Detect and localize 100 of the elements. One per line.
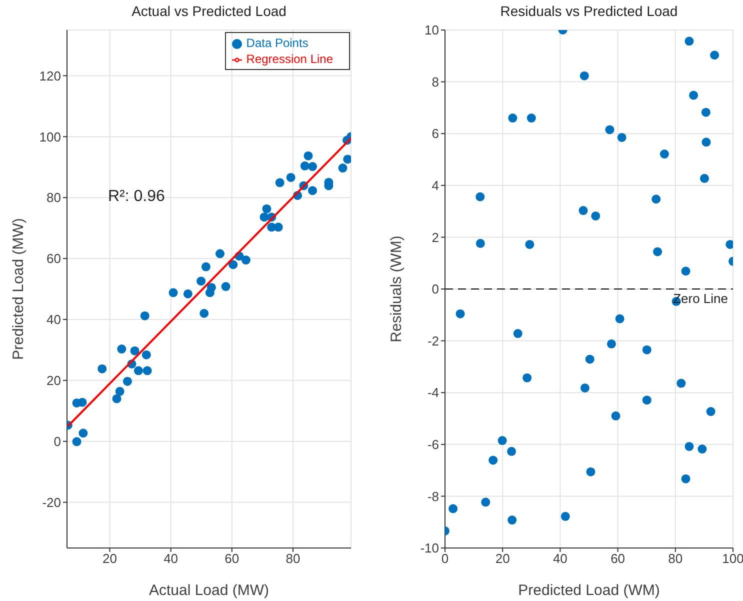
point (642, 345, 652, 354)
chart-title: Actual vs Predicted Load (130, 3, 288, 19)
y-tick-label: -6 (427, 437, 439, 452)
y-tick-label: 8 (432, 74, 439, 90)
point (507, 446, 516, 456)
y-tick-label: -8 (427, 488, 439, 504)
legend-label: Regression Line (246, 52, 333, 66)
point (700, 174, 709, 183)
point (681, 474, 690, 484)
point (448, 504, 458, 514)
point (525, 240, 534, 249)
x-tick-label: 0 (441, 551, 449, 566)
point (617, 132, 626, 142)
point (481, 498, 490, 507)
y-tick-label: 6 (432, 126, 439, 142)
point (580, 71, 589, 80)
point (615, 314, 624, 324)
y-tick-label: 0 (54, 434, 61, 449)
point (142, 350, 151, 360)
point (286, 172, 296, 182)
x-axis-title: Actual Load (MW) (148, 582, 270, 599)
point (343, 154, 351, 164)
point (215, 249, 224, 258)
point (689, 90, 698, 100)
point (701, 108, 710, 117)
legend-label: Data Points (246, 36, 308, 50)
y-tick-label: 60 (46, 251, 61, 266)
x-tick-label: 40 (552, 551, 568, 566)
point (122, 376, 132, 386)
point (115, 386, 124, 396)
point (498, 436, 507, 446)
point (262, 204, 272, 214)
point (221, 282, 230, 292)
point (140, 311, 150, 320)
y-tick-label: 4 (432, 178, 439, 194)
x-tick-label: 60 (224, 551, 240, 566)
point (142, 366, 152, 376)
x-tick-label: 80 (286, 551, 300, 566)
point (652, 194, 661, 204)
point (78, 398, 87, 407)
x-tick-label: 20 (102, 551, 117, 566)
point (676, 378, 686, 388)
point (476, 192, 485, 202)
point (560, 512, 570, 521)
point (196, 276, 206, 286)
y-tick-label: 20 (46, 373, 61, 388)
point (606, 339, 616, 348)
point (275, 178, 284, 188)
point (591, 211, 600, 220)
x-tick-label: 80 (668, 551, 683, 566)
x-tick-label: 20 (495, 551, 510, 566)
point (72, 437, 82, 446)
annotation: R²: 0.96 (108, 188, 165, 206)
point (660, 150, 669, 159)
y-tick-label: 120 (39, 68, 61, 84)
y-tick-label: -4 (427, 385, 439, 400)
y-axis-title: Residuals (WM) (388, 236, 405, 342)
point (508, 114, 518, 123)
point (653, 247, 662, 256)
point (308, 186, 318, 196)
point (702, 138, 711, 147)
point (681, 266, 690, 276)
point (241, 256, 250, 265)
y-tick-label: 0 (432, 282, 439, 297)
point (98, 364, 107, 374)
y-tick-label: -10 (420, 540, 439, 556)
point (580, 383, 590, 392)
chart-title: Residuals vs Predicted Load (499, 3, 679, 19)
y-tick-label: -20 (42, 494, 61, 510)
point (585, 354, 594, 364)
point (300, 161, 310, 170)
point (513, 329, 522, 338)
point (168, 288, 178, 298)
y-tick-label: 40 (46, 312, 61, 328)
ref-line-label: Zero Line (673, 291, 728, 306)
point (200, 308, 209, 318)
point (456, 309, 465, 318)
point (476, 238, 485, 248)
point (611, 411, 620, 420)
point (488, 456, 498, 465)
y-axis-title: Predicted Load (MW) (10, 218, 27, 360)
point (201, 262, 210, 272)
point (183, 289, 192, 298)
point (684, 36, 694, 46)
point (205, 288, 214, 298)
y-tick-label: 10 (424, 22, 439, 38)
y-tick-label: 2 (432, 230, 439, 245)
point (522, 373, 532, 382)
y-tick-label: 100 (39, 129, 61, 144)
point (78, 428, 88, 438)
x-tick-label: 40 (164, 551, 178, 566)
point (304, 151, 313, 160)
x-tick-label: 100 (722, 551, 743, 566)
point (130, 346, 140, 356)
point (508, 516, 517, 525)
point (605, 125, 614, 134)
point (642, 396, 652, 405)
point (308, 162, 318, 172)
y-tick-label: 80 (46, 190, 61, 206)
point (698, 444, 707, 454)
